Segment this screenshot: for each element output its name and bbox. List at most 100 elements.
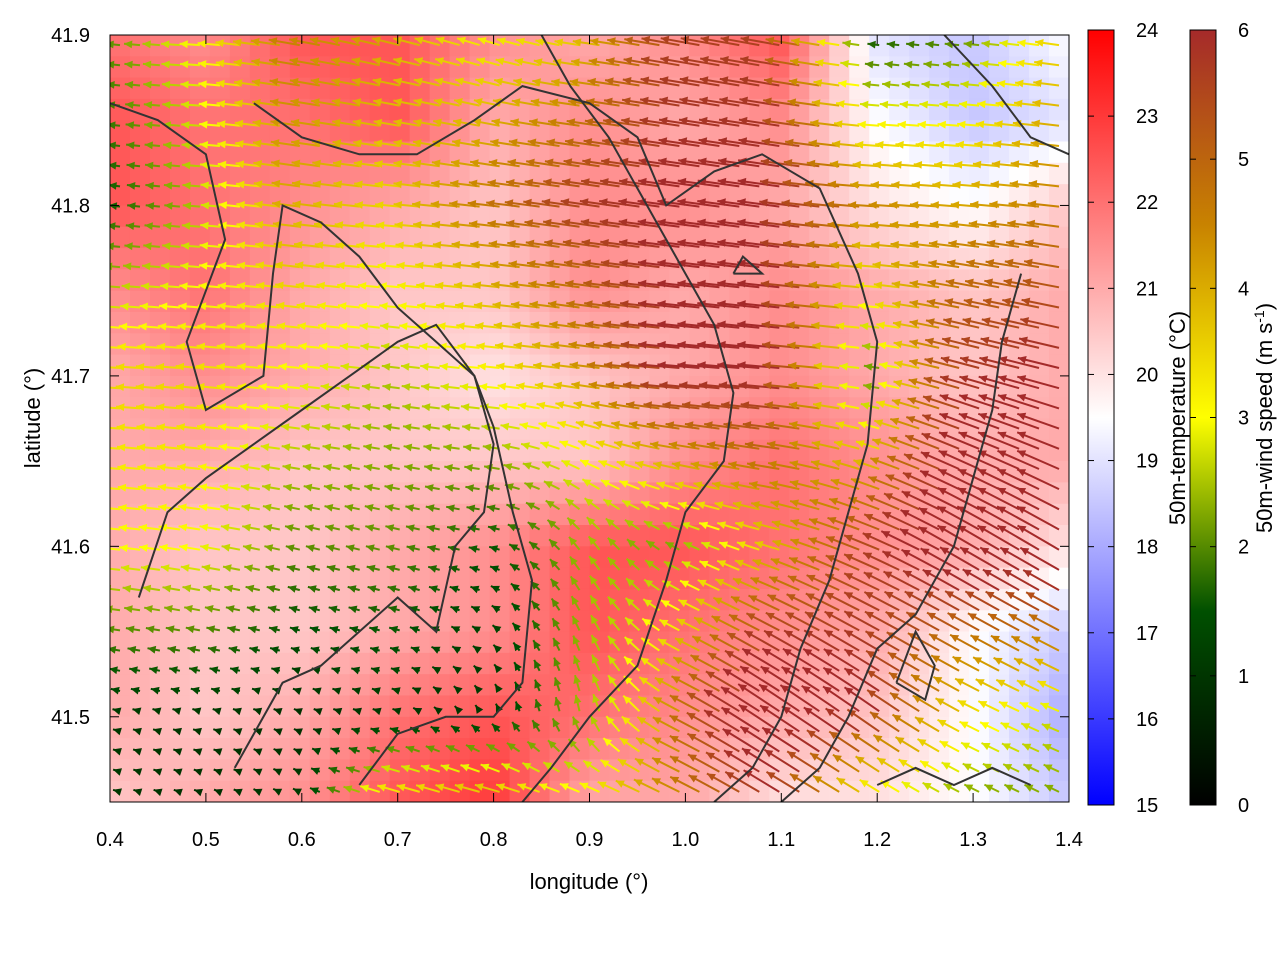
heatmap-cell [769,184,790,207]
wind-arrow-head [263,524,273,532]
wind-arrow-head [813,382,823,390]
wind-arrow-head [269,78,279,86]
heatmap-cell [149,141,171,164]
heatmap-cell [249,269,271,292]
heatmap-cell [289,333,311,356]
heatmap-cell [869,759,890,782]
heatmap-cell [609,311,631,334]
heatmap-cell [189,162,211,185]
wind-arrow-head [118,322,128,331]
heatmap-cell [329,525,351,547]
heatmap-cell [1049,269,1069,292]
wind-arrow-head [767,594,777,602]
heatmap-cell [169,610,191,633]
heatmap-cell [149,418,171,441]
heatmap-cell [409,780,431,802]
wind-arrow-head [717,361,726,369]
heatmap-cell [769,418,790,441]
wind-arrow-head [170,686,180,695]
wind-arrow-head [827,220,836,229]
wind-arrow-head [938,450,948,458]
heatmap-cell [389,439,411,462]
heatmap-cell [469,77,491,100]
heatmap-cell [1029,525,1050,547]
wind-arrow-head [335,241,344,250]
wind-arrow-head [265,564,275,573]
wind-arrow-head [472,626,481,634]
wind-arrow-head [838,80,847,88]
heatmap-cell [209,652,231,675]
wind-arrow-head [125,101,134,109]
heatmap-cell [1029,610,1050,633]
heatmap-cell [389,162,411,185]
wind-arrow-head [1026,219,1036,228]
wind-arrow-head [136,443,146,452]
heatmap-cell [269,311,291,334]
wind-arrow-head [451,240,460,249]
wind-arrow-head [864,514,874,522]
heatmap-cell [489,695,511,718]
wind-arrow-head [197,322,206,331]
wind-arrow-head [659,76,669,85]
wind-arrow-head [281,443,291,452]
wind-arrow-head [573,694,582,704]
wind-arrow-head [1017,412,1027,421]
heatmap-cell [609,610,631,633]
heatmap-cell [589,546,611,569]
heatmap-cell [349,333,371,356]
wind-arrow-head [565,498,575,507]
wind-arrow-head [659,116,668,125]
heatmap-cell [1009,184,1030,207]
wind-arrow-head [531,600,540,610]
wind-vector-field [110,35,1060,797]
wind-arrow-head [352,687,361,695]
wind-arrow-head [939,431,948,439]
wind-arrow-head [163,181,173,190]
wind-arrow-head [514,662,522,672]
heatmap-cell [1049,77,1069,100]
wind-arrow-head [550,559,559,568]
wind-arrow-head [835,421,845,429]
wind-arrow-head [377,261,387,270]
wind-arrow-head [939,100,948,109]
heatmap-cell [329,716,351,739]
wind-arrow-head [929,240,938,248]
wind-arrow-head [573,400,583,409]
wind-arrow-head [270,139,280,147]
wind-arrow-head [452,138,461,147]
wind-arrow-head [736,541,746,549]
wind-arrow-head [217,322,226,331]
wind-arrow-head [456,57,465,65]
wind-arrow-head [572,615,580,625]
wind-arrow-head [950,634,960,643]
heatmap-cell [1029,162,1050,185]
wind-arrow-head [544,239,553,247]
wind-arrow-head [680,56,689,64]
wind-arrow-head [142,584,152,593]
heatmap-cell [529,311,551,334]
heatmap-cell [509,780,531,802]
heatmap-cell [129,546,151,569]
heatmap-cell [169,333,191,356]
wind-arrow-head [251,78,261,87]
heatmap-cell [749,525,770,547]
heatmap-cell [269,546,291,569]
heatmap-cell [989,716,1010,739]
wind-arrow-head [808,537,818,545]
wind-arrow-head [338,322,348,331]
heatmap-cell [649,674,671,697]
heatmap-cell [389,695,411,718]
wind-arrow-head [1014,658,1024,666]
wind-arrow-head [473,301,483,310]
wind-arrow-head [919,100,928,109]
heatmap-cell [1009,631,1030,654]
wind-arrow-head [620,137,630,146]
wind-arrow-head [592,694,600,704]
wind-arrow-head [138,523,148,532]
wind-arrow-head [489,545,499,553]
wind-arrow-head [264,544,274,552]
heatmap-cell [1009,674,1030,697]
wind-arrow-head [432,666,442,675]
wind-arrow-head [641,56,650,64]
wind-arrow-head [530,98,540,107]
